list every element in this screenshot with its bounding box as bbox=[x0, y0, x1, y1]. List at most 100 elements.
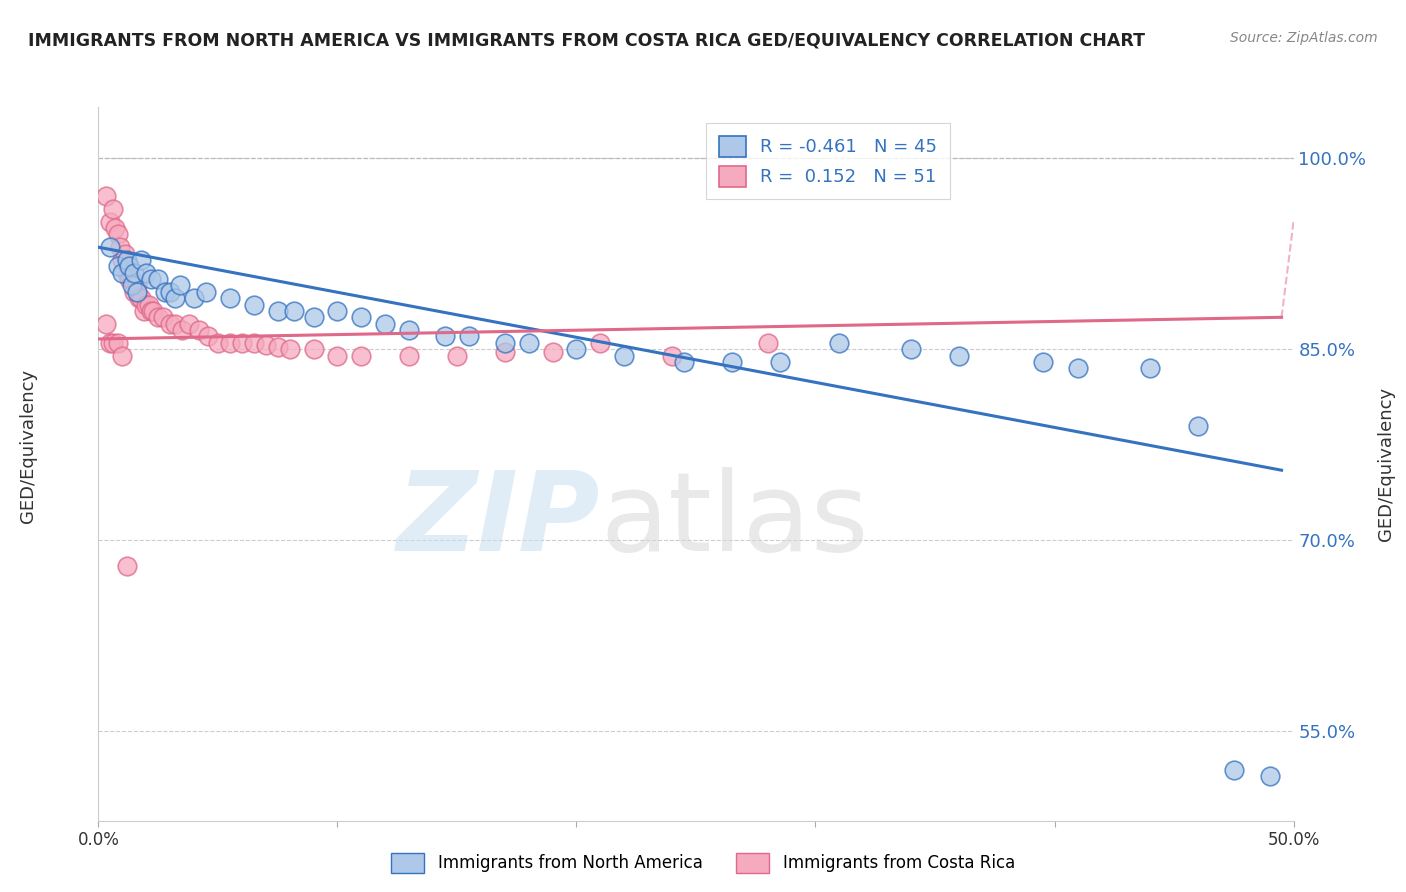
Point bbox=[283, 304, 305, 318]
Point bbox=[111, 266, 134, 280]
Point bbox=[1222, 763, 1246, 777]
Point bbox=[115, 558, 138, 573]
Point bbox=[131, 291, 153, 305]
Point bbox=[768, 355, 790, 369]
Point bbox=[107, 227, 129, 242]
Point bbox=[132, 304, 155, 318]
Point bbox=[125, 285, 148, 299]
Point bbox=[494, 335, 516, 350]
Point bbox=[94, 317, 117, 331]
Point bbox=[107, 260, 129, 274]
Point bbox=[121, 272, 143, 286]
Text: ZIP: ZIP bbox=[396, 467, 600, 574]
Point bbox=[159, 317, 181, 331]
Point bbox=[108, 240, 131, 254]
Point bbox=[183, 291, 205, 305]
Point bbox=[98, 335, 122, 350]
Point bbox=[135, 266, 157, 280]
Point bbox=[98, 240, 122, 254]
Point bbox=[152, 310, 174, 325]
Point bbox=[155, 285, 177, 299]
Point bbox=[243, 335, 266, 350]
Point bbox=[517, 335, 540, 350]
Point bbox=[197, 329, 219, 343]
Legend: Immigrants from North America, Immigrants from Costa Rica: Immigrants from North America, Immigrant… bbox=[384, 847, 1022, 880]
Point bbox=[231, 335, 253, 350]
Point bbox=[148, 310, 170, 325]
Point bbox=[148, 272, 170, 286]
Point bbox=[589, 335, 612, 350]
Point bbox=[721, 355, 744, 369]
Point bbox=[398, 349, 420, 363]
Point bbox=[207, 335, 229, 350]
Point bbox=[565, 342, 588, 356]
Point bbox=[1067, 361, 1090, 376]
Point bbox=[125, 278, 148, 293]
Point bbox=[179, 317, 201, 331]
Point bbox=[828, 335, 851, 350]
Point bbox=[138, 297, 160, 311]
Point bbox=[243, 297, 266, 311]
Point bbox=[115, 266, 138, 280]
Point bbox=[94, 189, 117, 203]
Legend: R = -0.461   N = 45, R =  0.152   N = 51: R = -0.461 N = 45, R = 0.152 N = 51 bbox=[706, 123, 950, 199]
Point bbox=[302, 342, 325, 356]
Point bbox=[128, 291, 150, 305]
Point bbox=[374, 317, 396, 331]
Point bbox=[115, 252, 138, 267]
Point bbox=[267, 304, 290, 318]
Point bbox=[756, 335, 779, 350]
Point bbox=[142, 304, 165, 318]
Text: IMMIGRANTS FROM NORTH AMERICA VS IMMIGRANTS FROM COSTA RICA GED/EQUIVALENCY CORR: IMMIGRANTS FROM NORTH AMERICA VS IMMIGRA… bbox=[28, 31, 1144, 49]
Point bbox=[446, 349, 468, 363]
Text: atlas: atlas bbox=[600, 467, 869, 574]
Point bbox=[494, 344, 516, 359]
Point bbox=[254, 338, 277, 352]
Point bbox=[159, 285, 181, 299]
Point bbox=[278, 342, 301, 356]
Point bbox=[326, 349, 349, 363]
Point bbox=[661, 349, 683, 363]
Point bbox=[613, 349, 636, 363]
Point bbox=[541, 344, 564, 359]
Point bbox=[169, 278, 191, 293]
Point bbox=[114, 246, 136, 260]
Point bbox=[101, 335, 124, 350]
Point bbox=[118, 260, 141, 274]
Point bbox=[458, 329, 481, 343]
Point bbox=[163, 317, 186, 331]
Point bbox=[107, 335, 129, 350]
Point bbox=[139, 272, 162, 286]
Point bbox=[1032, 355, 1054, 369]
Text: Source: ZipAtlas.com: Source: ZipAtlas.com bbox=[1230, 31, 1378, 45]
Point bbox=[121, 278, 143, 293]
Point bbox=[948, 349, 970, 363]
Point bbox=[101, 202, 124, 216]
Point bbox=[131, 252, 153, 267]
Point bbox=[398, 323, 420, 337]
Point bbox=[350, 310, 373, 325]
Point bbox=[219, 335, 242, 350]
Point bbox=[135, 297, 157, 311]
Point bbox=[124, 266, 146, 280]
Point bbox=[139, 304, 162, 318]
Point bbox=[433, 329, 456, 343]
Point bbox=[111, 349, 134, 363]
Point bbox=[111, 252, 134, 267]
Point bbox=[1187, 418, 1209, 433]
Point bbox=[194, 285, 217, 299]
Point bbox=[118, 272, 141, 286]
Point bbox=[673, 355, 696, 369]
Point bbox=[163, 291, 186, 305]
Point bbox=[124, 285, 146, 299]
Point bbox=[267, 340, 290, 354]
Point bbox=[1139, 361, 1161, 376]
Point bbox=[98, 215, 122, 229]
Point bbox=[302, 310, 325, 325]
Point bbox=[326, 304, 349, 318]
Point bbox=[350, 349, 373, 363]
Point bbox=[219, 291, 242, 305]
Point bbox=[1258, 769, 1281, 783]
Text: GED/Equivalency: GED/Equivalency bbox=[20, 369, 37, 523]
Point bbox=[172, 323, 194, 337]
